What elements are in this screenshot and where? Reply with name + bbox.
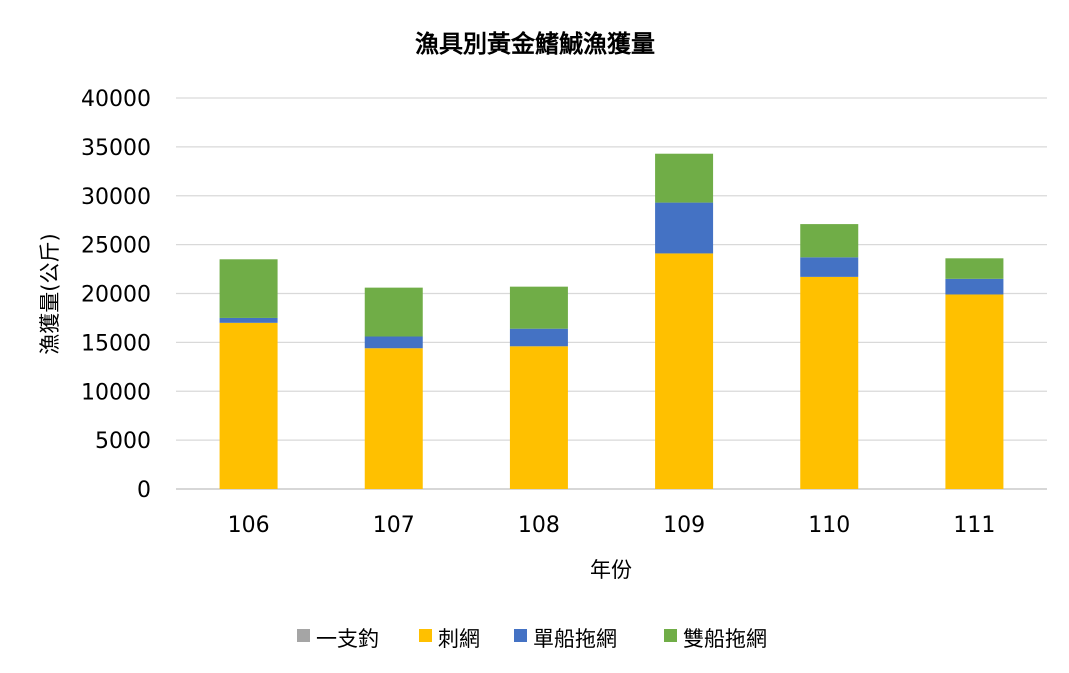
- legend-label: 刺網: [438, 627, 480, 651]
- legend-swatch: [419, 629, 432, 642]
- x-tick-label: 107: [373, 513, 415, 538]
- bar-109-series-3: [655, 153, 714, 203]
- bar-111-series-1: [945, 294, 1004, 489]
- legend-item: 刺網: [419, 627, 480, 651]
- y-tick-label: 25000: [81, 234, 151, 259]
- x-tick-label: 111: [953, 513, 995, 538]
- bar-108-series-3: [509, 286, 568, 329]
- x-axis-label: 年份: [590, 558, 632, 582]
- bar-110-series-1: [800, 276, 859, 489]
- bar-108-series-1: [509, 346, 568, 489]
- bar-110-series-3: [800, 224, 859, 258]
- grid-layer: [176, 97, 1047, 490]
- legend-item: 單船拖網: [514, 627, 617, 651]
- legend-label: 一支釣: [316, 627, 379, 651]
- x-tick-label: 108: [518, 513, 560, 538]
- bar-109-series-2: [655, 202, 714, 254]
- bar-106-series-1: [219, 322, 278, 489]
- y-tick-label: 10000: [81, 380, 151, 405]
- y-axis-label: 漁獲量(公斤): [38, 233, 62, 354]
- y-tick-label: 40000: [81, 87, 151, 112]
- chart-title: 漁具別黃金鰭鯎漁獲量: [415, 30, 655, 58]
- bar-106-series-2: [219, 317, 278, 323]
- y-tick-label: 20000: [81, 283, 151, 308]
- y-tick-label: 35000: [81, 136, 151, 161]
- legend-label: 單船拖網: [533, 627, 617, 651]
- x-axis-ticks: 106 107 108 109 110 111: [228, 513, 996, 538]
- bar-107-series-1: [364, 348, 423, 489]
- legend-label: 雙船拖網: [683, 627, 767, 651]
- legend-swatch: [514, 629, 527, 642]
- y-axis-ticks: 0 5000 10000 15000 20000 25000 30000 35000 40000: [81, 87, 151, 503]
- legend-swatch: [664, 629, 677, 642]
- y-tick-label: 30000: [81, 185, 151, 210]
- bar-106-series-3: [219, 259, 278, 318]
- bar-107-series-3: [364, 287, 423, 337]
- legend-item: 一支釣: [297, 627, 379, 651]
- y-tick-label: 0: [137, 478, 151, 503]
- bar-110-series-2: [800, 257, 859, 277]
- legend: 一支釣 刺網 單船拖網 雙船拖網: [297, 627, 767, 651]
- y-tick-label: 15000: [81, 331, 151, 356]
- legend-item: 雙船拖網: [664, 627, 767, 651]
- y-tick-label: 5000: [95, 429, 151, 454]
- bar-111-series-3: [945, 258, 1004, 279]
- x-tick-label: 106: [228, 513, 270, 538]
- legend-swatch: [297, 629, 310, 642]
- bar-109-series-1: [655, 253, 714, 489]
- x-tick-label: 110: [808, 513, 850, 538]
- bar-108-series-2: [509, 328, 568, 347]
- bar-111-series-2: [945, 278, 1004, 295]
- bars-layer: [219, 153, 1004, 489]
- bar-107-series-2: [364, 336, 423, 349]
- x-tick-label: 109: [663, 513, 705, 538]
